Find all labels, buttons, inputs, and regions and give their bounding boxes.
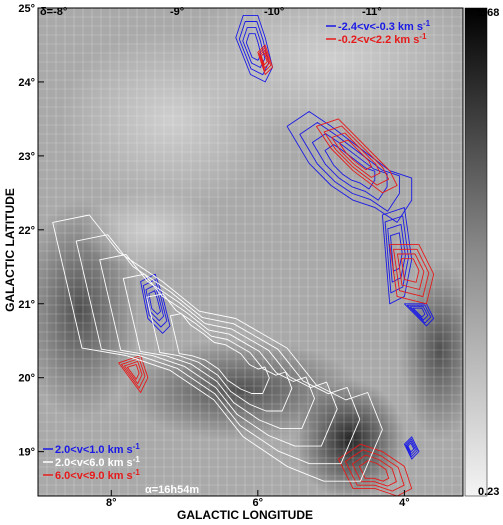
contour-1-4-3 <box>358 460 390 482</box>
contour-0-2-1 <box>384 215 409 294</box>
colorbar-gradient <box>465 8 487 496</box>
legend-label: 6.0<v<9.0 km s-1 <box>55 468 140 482</box>
contour-0-0-3 <box>245 33 262 61</box>
y-tick-label: 24° <box>18 77 35 89</box>
contour-0-1-1 <box>299 122 400 212</box>
contour-0-1-0 <box>286 111 413 223</box>
y-tick-label: 23° <box>18 151 35 163</box>
y-tick-label: 20° <box>18 373 35 385</box>
colorbar-max-label: 1.68 <box>478 7 499 19</box>
x-tick-label: 8° <box>106 497 117 509</box>
background-image <box>38 8 463 496</box>
legend-label: -2.4<v<-0.3 km s-1 <box>338 19 431 33</box>
contour-0-4-1 <box>405 438 418 458</box>
ra-annotation: α=16h54m <box>145 484 199 496</box>
colorbar: 1.68 0.23 <box>464 7 499 498</box>
contour-1-0-3 <box>260 52 268 66</box>
contour-0-4-0 <box>403 436 420 460</box>
contour-1-4-2 <box>351 454 397 487</box>
y-tick-label: 21° <box>18 299 35 311</box>
contour-0-1-2 <box>311 133 388 201</box>
legend-label: 2.0<v<1.0 km s-1 <box>55 442 140 456</box>
contour-layer <box>52 14 435 496</box>
contour-1-1-3 <box>338 139 373 171</box>
y-tick-label: 25° <box>18 3 35 15</box>
plot-frame <box>37 7 464 497</box>
contour-2-0-5 <box>169 313 270 394</box>
contour-0-2-0 <box>381 207 413 305</box>
top-axis-label-2: -9° <box>170 6 184 18</box>
contour-1-2-0 <box>389 244 435 305</box>
contour-2-0-0 <box>52 214 383 482</box>
contour-0-0-0 <box>235 14 273 83</box>
contour-2-0-2 <box>99 254 338 447</box>
x-tick-labels: 8° 6° 4° <box>106 490 410 509</box>
contour-2-0-4 <box>146 293 293 412</box>
legend-label: -0.2<v<2.2 km s-1 <box>338 32 427 46</box>
top-axis-labels: δ=-8° -9° -10° -11° <box>40 6 382 18</box>
y-tick-label: 19° <box>18 447 35 459</box>
contour-1-2-2 <box>397 253 425 290</box>
contour-2-0-3 <box>122 273 315 430</box>
contour-2-0-1 <box>75 234 361 465</box>
contour-0-1-3 <box>324 144 376 190</box>
contour-1-4-0 <box>337 443 413 496</box>
y-tick-labels: 19° 20° 21° 22° 23° 24° 25° <box>18 3 44 459</box>
contour-0-5-3 <box>412 307 426 318</box>
contour-0-2-2 <box>387 223 406 283</box>
colorbar-min-label: 0.23 <box>478 486 499 498</box>
contour-1-1-1 <box>323 125 390 186</box>
legend-label: 2.0<v<6.0 km s-1 <box>55 455 140 469</box>
contour-1-0-1 <box>258 47 272 72</box>
contour-0-4-2 <box>406 440 416 455</box>
top-axis-label-3: -10° <box>264 6 284 18</box>
x-tick-label: 6° <box>253 497 264 509</box>
contour-1-2-1 <box>393 248 430 298</box>
contour-0-5-0 <box>403 303 435 327</box>
top-axis-label-1: δ=-8° <box>40 6 67 18</box>
contour-1-3-3 <box>126 363 140 380</box>
contour-0-4-3 <box>407 442 415 453</box>
contour-1-1-0 <box>315 118 398 194</box>
contour-1-4-1 <box>344 449 405 492</box>
contour-1-1-2 <box>331 132 381 178</box>
y-axis-label: GALACTIC LATITUDE <box>3 188 17 312</box>
top-axis-label-4: -11° <box>362 6 382 18</box>
legend-top-right: -2.4<v<-0.3 km s-1-0.2<v<2.2 km s-1 <box>326 19 431 46</box>
x-axis-label: GALACTIC LONGITUDE <box>177 508 313 522</box>
contour-1-0-0 <box>257 44 273 75</box>
grid <box>38 8 463 496</box>
contour-0-3-0 <box>140 273 171 334</box>
contour-1-0-2 <box>259 49 270 69</box>
contour-0-5-1 <box>406 304 432 324</box>
contour-0-5-2 <box>409 306 429 321</box>
contour-0-3-1 <box>142 279 168 328</box>
legend-bottom-left: 2.0<v<1.0 km s-12.0<v<6.0 km s-16.0<v<9.… <box>43 442 140 482</box>
contour-1-2-3 <box>400 258 420 283</box>
contour-1-3-1 <box>121 358 146 389</box>
contour-1-3-2 <box>124 360 143 385</box>
contour-0-3-3 <box>148 290 161 315</box>
x-tick-label: 4° <box>399 497 410 509</box>
y-tick-label: 22° <box>18 225 35 237</box>
